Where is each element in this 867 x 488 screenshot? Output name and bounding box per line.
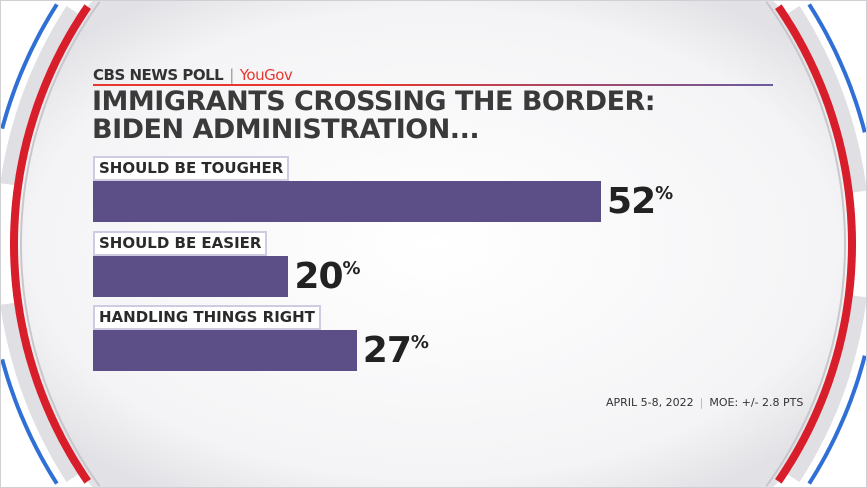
poll-header: CBS NEWS POLL | YouGov bbox=[93, 66, 293, 84]
footer: APRIL 5-8, 2022 | MOE: +/- 2.8 PTS bbox=[606, 396, 803, 409]
footer-separator: | bbox=[699, 396, 704, 409]
bar bbox=[93, 330, 357, 371]
data-label: 52% bbox=[607, 181, 673, 222]
bar bbox=[93, 181, 602, 222]
outer-blue-ring bbox=[0, 3, 867, 485]
yougov-logo: YouGov bbox=[239, 66, 293, 84]
outer-gray-ring bbox=[0, 5, 867, 483]
category-label: HANDLING THINGS RIGHT bbox=[93, 305, 321, 330]
cbs-logo: CBS NEWS POLL bbox=[93, 66, 224, 84]
title-line: BIDEN ADMINISTRATION... bbox=[92, 114, 480, 145]
margin-of-error: MOE: +/- 2.8 PTS bbox=[709, 396, 804, 409]
inner-gray-ring bbox=[20, 1, 846, 487]
category-label: SHOULD BE TOUGHER bbox=[93, 156, 290, 181]
header-separator: | bbox=[229, 66, 234, 84]
red-ring bbox=[10, 4, 856, 484]
data-label: 20% bbox=[294, 256, 360, 297]
header-rule bbox=[93, 84, 773, 86]
title-line: IMMIGRANTS CROSSING THE BORDER: bbox=[92, 86, 656, 117]
poll-date: APRIL 5-8, 2022 bbox=[606, 396, 694, 409]
chart-title: IMMIGRANTS CROSSING THE BORDER: BIDEN ADM… bbox=[92, 86, 656, 145]
category-label: SHOULD BE EASIER bbox=[93, 231, 268, 256]
bar bbox=[93, 256, 289, 297]
data-label: 27% bbox=[362, 330, 429, 371]
